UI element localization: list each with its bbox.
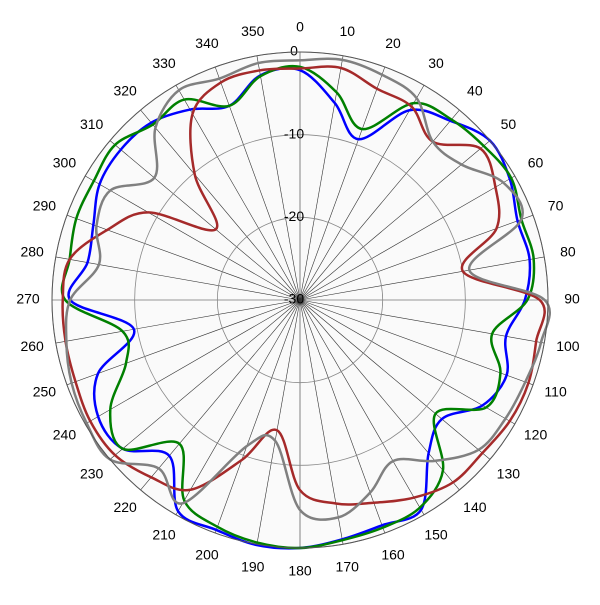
spoke-line (299, 299, 534, 386)
angle-tick-label: 160 (381, 546, 405, 562)
angle-tick-label: 240 (53, 427, 77, 443)
spoke-line (299, 66, 386, 301)
angle-tick-label: 0 (296, 19, 304, 35)
spoke-line (55, 256, 301, 301)
angle-tick-label: 50 (501, 116, 517, 132)
spoke-line (299, 55, 344, 301)
spoke-line (299, 175, 515, 301)
grid-ring (134, 134, 466, 466)
angle-tick-label: 10 (339, 23, 355, 39)
spoke-line (299, 299, 545, 344)
angle-tick-label: 270 (16, 291, 40, 307)
spoke-line (299, 299, 460, 491)
spoke-line (140, 109, 301, 301)
radial-tick-label: -30 (284, 291, 304, 307)
spoke-line (55, 299, 301, 344)
spoke-line (299, 214, 534, 301)
angle-tick-label: 140 (463, 499, 487, 515)
angle-tick-label: 170 (336, 559, 360, 575)
angle-tick-label: 250 (33, 384, 57, 400)
angle-tick-label: 260 (20, 338, 44, 354)
radial-tick-label: -20 (284, 208, 304, 224)
spoke-line (299, 299, 515, 425)
angle-tick-label: 100 (556, 338, 580, 354)
angle-tick-label: 60 (528, 155, 544, 171)
angle-tick-label: 330 (152, 55, 176, 71)
spoke-line (214, 299, 301, 534)
series-line (64, 57, 551, 521)
spoke-line (140, 299, 301, 491)
angle-tick-label: 320 (113, 82, 137, 98)
spoke-line (175, 85, 301, 301)
angle-tick-label: 30 (428, 55, 444, 71)
radial-tick-label: 0 (290, 43, 298, 59)
angle-tick-label: 20 (385, 35, 401, 51)
spoke-line (85, 175, 301, 301)
angle-tick-label: 70 (548, 198, 564, 214)
spoke-line (85, 299, 301, 425)
spoke-line (299, 299, 386, 534)
radial-tick-label: -10 (284, 125, 304, 141)
plot-border (51, 51, 549, 549)
angle-tick-label: 80 (560, 243, 576, 259)
spoke-line (66, 214, 301, 301)
spoke-line (66, 299, 301, 386)
angle-tick-label: 180 (288, 563, 312, 579)
angle-tick-label: 350 (241, 23, 265, 39)
angle-tick-label: 220 (113, 499, 137, 515)
angle-tick-label: 230 (80, 466, 104, 482)
spoke-line (299, 85, 425, 301)
spoke-line (256, 55, 301, 301)
angle-tick-label: 150 (424, 526, 448, 542)
spoke-line (299, 299, 425, 515)
angle-tick-label: 200 (195, 546, 219, 562)
angle-tick-label: 90 (564, 291, 580, 307)
spoke-line (109, 299, 301, 460)
angle-tick-label: 210 (152, 526, 176, 542)
angle-tick-label: 40 (467, 82, 483, 98)
spoke-line (175, 299, 301, 515)
angle-tick-label: 300 (53, 155, 77, 171)
spoke-line (299, 299, 491, 460)
angle-tick-label: 190 (241, 559, 265, 575)
angle-tick-label: 280 (20, 243, 44, 259)
spoke-line (256, 299, 301, 545)
spoke-line (299, 256, 545, 301)
grid-ring (216, 216, 384, 384)
angle-tick-label: 110 (544, 384, 567, 400)
angle-tick-label: 290 (33, 198, 57, 214)
spoke-line (109, 140, 301, 301)
angle-tick-label: 130 (497, 466, 521, 482)
angle-tick-label: 310 (80, 116, 104, 132)
angle-tick-label: 120 (524, 427, 548, 443)
angle-tick-label: 340 (195, 35, 219, 51)
spoke-line (299, 140, 491, 301)
series-line (61, 65, 546, 506)
